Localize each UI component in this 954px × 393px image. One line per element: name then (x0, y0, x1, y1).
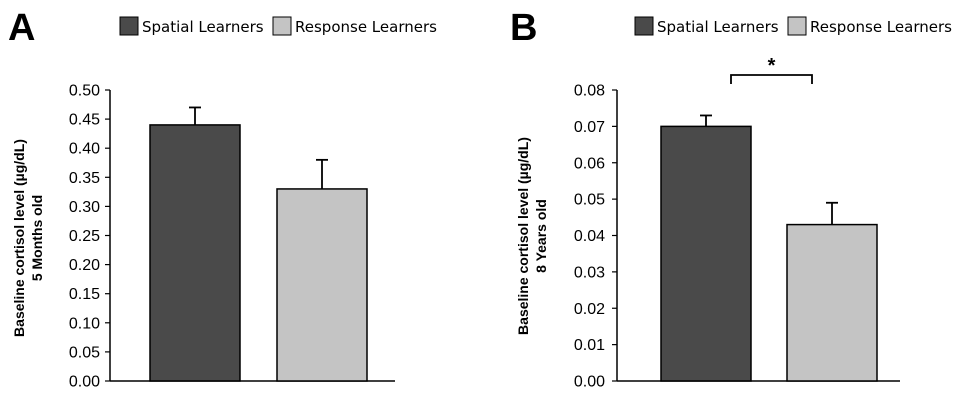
bar-response-learners (276, 188, 368, 382)
y-tick-label: 0.20 (69, 257, 100, 274)
y-tick-label: 0.00 (69, 374, 100, 391)
panel-label-a: A (8, 7, 35, 49)
significance-marker: * (768, 55, 776, 77)
y-tick-label: 0.10 (69, 315, 100, 332)
bar-spatial-learners (660, 125, 752, 382)
panel-b: B Spatial Learners Response Learners Bas… (510, 7, 952, 391)
y-tick-label: 0.07 (574, 119, 605, 136)
y-tick-label: 0.06 (574, 155, 605, 172)
plot-area-a: 0.00 0.05 0.10 0.15 0.20 0.25 0.30 0.35 0.40 0.45… (69, 83, 395, 391)
panel-label-b: B (510, 7, 537, 49)
legend-label-spatial: Spatial Learners (142, 18, 264, 36)
y-tick-label: 0.01 (574, 337, 605, 354)
legend-label-response: Response Learners (810, 18, 952, 36)
y-tick-label: 0.00 (574, 374, 605, 391)
y-tick-label: 0.02 (574, 301, 605, 318)
y-tick-label: 0.35 (69, 170, 100, 187)
y-tick-label: 0.30 (69, 199, 100, 216)
bar-spatial-learners (149, 124, 241, 382)
y-tick-label: 0.05 (69, 344, 100, 361)
legend-label-response: Response Learners (295, 18, 437, 36)
y-axis-label-line1: Baseline cortisol level (µg/dL) (515, 137, 531, 335)
y-tick-label: 0.25 (69, 228, 100, 245)
legend-label-spatial: Spatial Learners (657, 18, 779, 36)
panel-a: A Spatial Learners Response Learners Bas… (8, 7, 437, 391)
y-axis-label-line2: 5 Months old (29, 195, 45, 281)
plot-area-b: 0.00 0.01 0.02 0.03 0.04 0.05 0.06 0.07 0.08 * (574, 55, 900, 391)
bar-response-learners (786, 223, 878, 382)
legend-swatch-response (272, 16, 292, 36)
significance-bracket (730, 74, 813, 84)
y-tick-label: 0.45 (69, 112, 100, 129)
y-tick-label: 0.03 (574, 264, 605, 281)
legend-swatch-response (787, 16, 807, 36)
legend-swatch-spatial (119, 16, 139, 36)
y-tick-label: 0.08 (574, 83, 605, 100)
y-tick-label: 0.50 (69, 83, 100, 100)
y-axis-label-line2: 8 Years old (533, 199, 549, 273)
y-tick-label: 0.15 (69, 286, 100, 303)
y-tick-label: 0.40 (69, 141, 100, 158)
legend-swatch-spatial (634, 16, 654, 36)
y-axis-label-line1: Baseline cortisol level (µg/dL) (11, 139, 27, 337)
y-tick-label: 0.04 (574, 228, 605, 245)
y-tick-label: 0.05 (574, 192, 605, 209)
